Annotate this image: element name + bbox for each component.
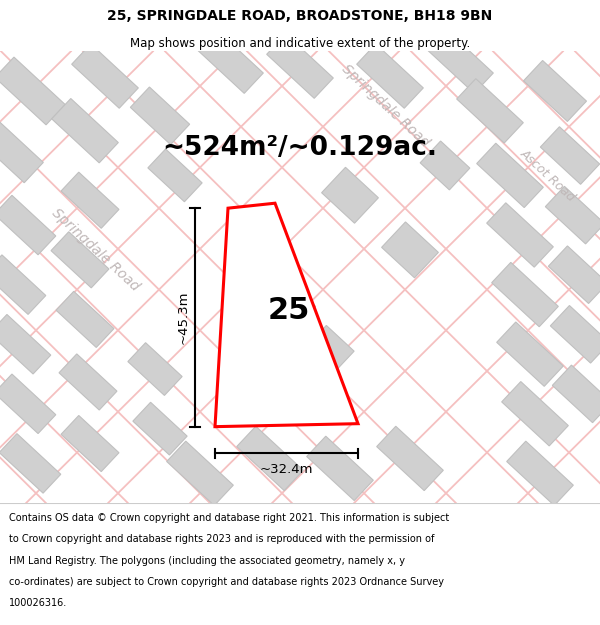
Polygon shape (61, 416, 119, 472)
Polygon shape (167, 441, 233, 506)
Polygon shape (0, 314, 51, 374)
Polygon shape (71, 44, 139, 108)
Polygon shape (128, 342, 182, 396)
Text: 25: 25 (268, 296, 310, 325)
Polygon shape (265, 279, 316, 329)
Polygon shape (491, 262, 559, 327)
Polygon shape (377, 426, 443, 491)
Polygon shape (148, 149, 202, 202)
Polygon shape (382, 222, 439, 278)
Text: Springdale Road: Springdale Road (49, 206, 142, 294)
Polygon shape (502, 381, 568, 446)
Polygon shape (545, 186, 600, 244)
Polygon shape (457, 79, 523, 143)
Polygon shape (133, 402, 187, 455)
Polygon shape (236, 426, 304, 491)
Text: Ascot Road: Ascot Road (518, 147, 578, 204)
Text: HM Land Registry. The polygons (including the associated geometry, namely x, y: HM Land Registry. The polygons (includin… (9, 556, 405, 566)
Polygon shape (52, 99, 118, 163)
Text: Map shows position and indicative extent of the property.: Map shows position and indicative extent… (130, 37, 470, 50)
Polygon shape (487, 202, 553, 267)
Text: ~524m²/~0.129ac.: ~524m²/~0.129ac. (163, 134, 437, 161)
Polygon shape (550, 306, 600, 363)
Polygon shape (0, 255, 46, 314)
Polygon shape (420, 141, 470, 190)
Polygon shape (541, 127, 599, 184)
Polygon shape (506, 441, 574, 506)
Polygon shape (322, 168, 379, 223)
Polygon shape (0, 57, 65, 125)
Polygon shape (307, 436, 373, 501)
Polygon shape (51, 232, 109, 288)
Text: ~32.4m: ~32.4m (260, 463, 313, 476)
Polygon shape (356, 44, 424, 108)
Text: co-ordinates) are subject to Crown copyright and database rights 2023 Ordnance S: co-ordinates) are subject to Crown copyr… (9, 577, 444, 587)
Polygon shape (130, 87, 190, 144)
Polygon shape (476, 143, 544, 208)
Text: ~45.3m: ~45.3m (176, 291, 190, 344)
Polygon shape (266, 34, 334, 98)
Polygon shape (0, 374, 56, 434)
Polygon shape (56, 291, 114, 348)
Text: to Crown copyright and database rights 2023 and is reproduced with the permissio: to Crown copyright and database rights 2… (9, 534, 434, 544)
Polygon shape (59, 354, 117, 410)
Polygon shape (497, 322, 563, 386)
Polygon shape (0, 118, 43, 182)
Polygon shape (427, 29, 493, 93)
Text: Springdale Road: Springdale Road (338, 62, 431, 150)
Polygon shape (61, 172, 119, 228)
Polygon shape (524, 61, 586, 121)
Polygon shape (0, 195, 56, 255)
Polygon shape (215, 203, 358, 427)
Text: Contains OS data © Crown copyright and database right 2021. This information is : Contains OS data © Crown copyright and d… (9, 513, 449, 523)
Polygon shape (0, 434, 61, 493)
Polygon shape (197, 29, 263, 93)
Polygon shape (553, 365, 600, 423)
Text: 100026316.: 100026316. (9, 598, 67, 608)
Text: 25, SPRINGDALE ROAD, BROADSTONE, BH18 9BN: 25, SPRINGDALE ROAD, BROADSTONE, BH18 9B… (107, 9, 493, 23)
Polygon shape (306, 326, 354, 373)
Polygon shape (548, 246, 600, 304)
